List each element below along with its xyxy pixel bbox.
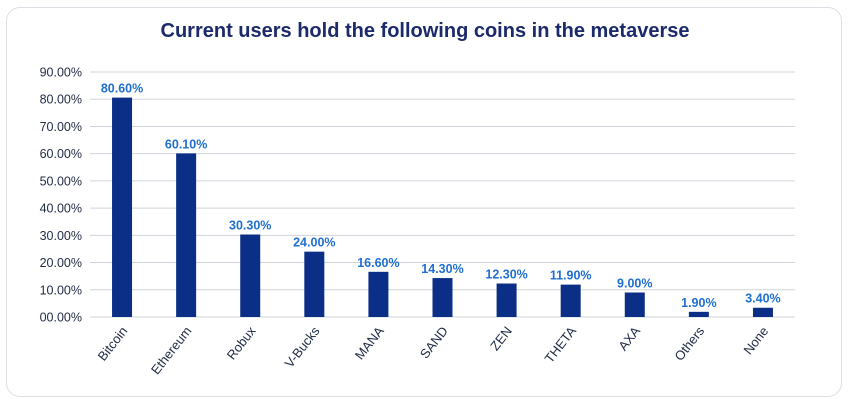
data-label: 3.40% [745,292,780,306]
y-tick-label: 70.00% [40,120,82,134]
data-label: 16.60% [357,256,399,270]
y-tick-label: 00.00% [40,311,82,325]
y-tick-label: 50.00% [40,174,82,188]
bar-v-bucks [304,251,325,317]
bar-others [688,311,709,317]
x-tick-label: SAND [417,324,451,362]
data-label: 12.30% [485,268,527,282]
bar-none [752,307,773,317]
x-tick-label: Ethereum [148,324,195,378]
x-tick-label: MANA [352,323,387,362]
bar-sand [432,278,453,317]
x-tick-label: Others [671,323,707,363]
y-tick-label: 30.00% [40,229,82,243]
y-tick-label: 20.00% [40,256,82,270]
y-tick-label: 60.00% [40,147,82,161]
x-tick-label: Bitcoin [95,324,131,364]
y-tick-label: 80.00% [40,93,82,107]
y-tick-label: 90.00% [40,66,82,80]
x-tick-label: None [740,324,771,358]
data-label: 60.10% [165,137,207,151]
data-label: 1.90% [681,296,716,310]
data-label: 14.30% [421,262,463,276]
bar-theta [560,284,581,317]
data-label: 24.00% [293,236,335,250]
chart-title: Current users hold the following coins i… [160,20,690,42]
bar-robux [240,234,261,317]
data-label: 11.90% [550,269,592,283]
bar-bitcoin [112,97,133,317]
x-tick-label: V-Bucks [282,323,323,370]
data-label: 30.30% [229,219,271,233]
bar-zen [496,283,517,317]
data-label: 9.00% [617,277,652,291]
bar-ethereum [176,153,197,317]
bar-mana [368,271,389,317]
data-label: 80.60% [101,82,143,96]
bar-axa [624,292,645,317]
x-tick-label: Robux [224,323,259,362]
x-tick-label: THETA [542,323,580,365]
y-tick-label: 40.00% [40,202,82,216]
y-tick-label: 10.00% [40,283,82,297]
x-tick-label: ZEN [487,324,515,354]
x-tick-label: AXA [615,323,643,353]
